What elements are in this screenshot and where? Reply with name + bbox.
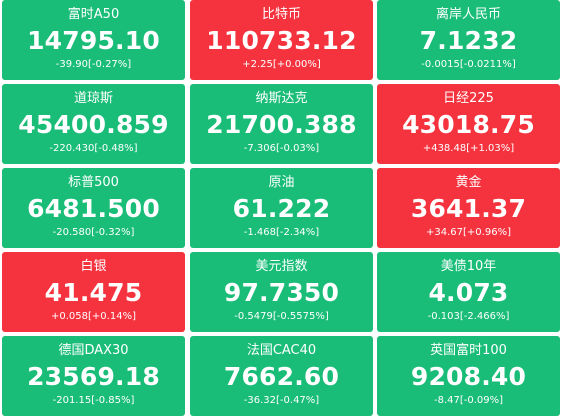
tile-change: -1.468[-2.34%] xyxy=(243,227,320,238)
tile-name: 离岸人民币 xyxy=(435,7,501,22)
tile-change: +2.25[+0.00%] xyxy=(242,59,321,70)
tile-change: -201.15[-0.85%] xyxy=(52,395,135,406)
tile-name: 美债10年 xyxy=(440,259,497,274)
tile-change: -0.0015[-0.0211%] xyxy=(421,59,516,70)
tile-name: 比特币 xyxy=(261,7,301,22)
tile-gold[interactable]: 黄金 3641.37 +34.67[+0.96%] xyxy=(377,168,560,248)
tile-change: +438.48[+1.03%] xyxy=(422,143,515,154)
tile-price: 7.1232 xyxy=(419,26,518,55)
tile-price: 14795.10 xyxy=(27,26,160,55)
tile-dow-jones[interactable]: 道琼斯 45400.859 -220.430[-0.48%] xyxy=(2,84,185,164)
tile-change: +0.058[+0.14%] xyxy=(51,311,136,322)
tile-nasdaq[interactable]: 纳斯达克 21700.388 -7.306[-0.03%] xyxy=(190,84,373,164)
tile-name: 黄金 xyxy=(455,175,482,190)
tile-bitcoin[interactable]: 比特币 110733.12 +2.25[+0.00%] xyxy=(190,0,373,80)
tile-us-10y[interactable]: 美债10年 4.073 -0.103[-2.466%] xyxy=(377,252,560,332)
tile-price: 3641.37 xyxy=(410,194,527,223)
tile-name: 白银 xyxy=(80,259,107,274)
tile-change: -0.103[-2.466%] xyxy=(427,311,510,322)
tile-ftse100[interactable]: 英国富时100 9208.40 -8.47[-0.09%] xyxy=(377,336,560,416)
tile-nikkei-225[interactable]: 日经225 43018.75 +438.48[+1.03%] xyxy=(377,84,560,164)
tile-usd-index[interactable]: 美元指数 97.7350 -0.5479[-0.5575%] xyxy=(190,252,373,332)
tile-name: 原油 xyxy=(268,175,295,190)
tile-price: 6481.500 xyxy=(27,194,160,223)
tile-price: 9208.40 xyxy=(410,362,527,391)
tile-name: 德国DAX30 xyxy=(58,343,129,358)
tile-price: 7662.60 xyxy=(223,362,340,391)
tile-price: 43018.75 xyxy=(402,110,535,139)
tile-change: -8.47[-0.09%] xyxy=(433,395,504,406)
tile-price: 97.7350 xyxy=(223,278,340,307)
tile-price: 4.073 xyxy=(428,278,509,307)
tile-name: 纳斯达克 xyxy=(255,91,308,106)
tile-change: -7.306[-0.03%] xyxy=(243,143,320,154)
tile-ftse-a50[interactable]: 富时A50 14795.10 -39.90[-0.27%] xyxy=(2,0,185,80)
tile-name: 美元指数 xyxy=(255,259,308,274)
tile-name: 标普500 xyxy=(68,175,119,190)
tile-offshore-cny[interactable]: 离岸人民币 7.1232 -0.0015[-0.0211%] xyxy=(377,0,560,80)
tile-price: 45400.859 xyxy=(18,110,169,139)
tile-silver[interactable]: 白银 41.475 +0.058[+0.14%] xyxy=(2,252,185,332)
tile-change: -20.580[-0.32%] xyxy=(52,227,135,238)
tile-name: 富时A50 xyxy=(67,7,120,22)
tile-change: +34.67[+0.96%] xyxy=(426,227,511,238)
tile-price: 110733.12 xyxy=(206,26,357,55)
tile-name: 道琼斯 xyxy=(73,91,113,106)
tile-name: 英国富时100 xyxy=(430,343,507,358)
tile-change: -39.90[-0.27%] xyxy=(55,59,132,70)
tile-sp500[interactable]: 标普500 6481.500 -20.580[-0.32%] xyxy=(2,168,185,248)
tile-dax30[interactable]: 德国DAX30 23569.18 -201.15[-0.85%] xyxy=(2,336,185,416)
tile-crude-oil[interactable]: 原油 61.222 -1.468[-2.34%] xyxy=(190,168,373,248)
tile-price: 41.475 xyxy=(44,278,143,307)
tile-name: 法国CAC40 xyxy=(246,343,317,358)
tile-change: -0.5479[-0.5575%] xyxy=(234,311,329,322)
tile-cac40[interactable]: 法国CAC40 7662.60 -36.32[-0.47%] xyxy=(190,336,373,416)
tile-price: 21700.388 xyxy=(206,110,357,139)
tile-name: 日经225 xyxy=(443,91,494,106)
tile-price: 61.222 xyxy=(232,194,331,223)
tile-price: 23569.18 xyxy=(27,362,160,391)
tile-change: -220.430[-0.48%] xyxy=(49,143,138,154)
tile-change: -36.32[-0.47%] xyxy=(243,395,320,406)
